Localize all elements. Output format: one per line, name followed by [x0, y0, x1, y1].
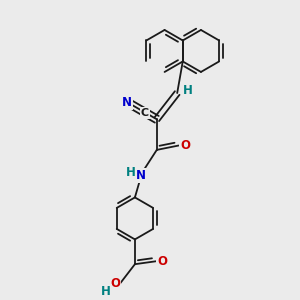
Text: H: H	[101, 285, 111, 298]
Text: C: C	[141, 108, 149, 118]
Text: O: O	[110, 277, 120, 290]
Text: N: N	[136, 169, 146, 182]
Text: O: O	[180, 139, 190, 152]
Text: H: H	[126, 166, 136, 179]
Text: N: N	[122, 96, 132, 109]
Text: O: O	[157, 255, 167, 268]
Text: H: H	[183, 84, 193, 97]
